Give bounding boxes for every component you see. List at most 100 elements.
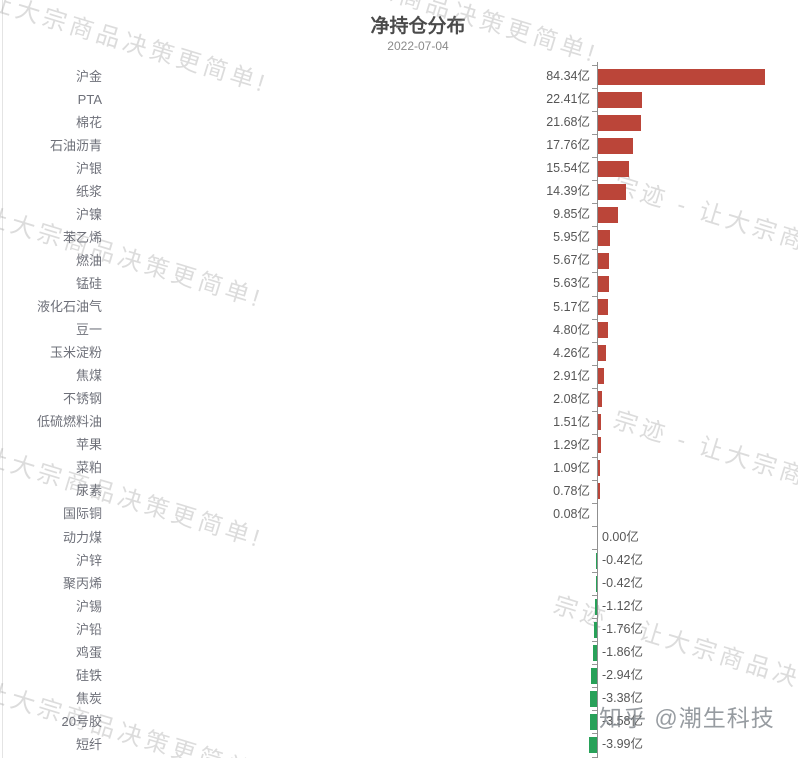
axis-tick — [592, 203, 597, 205]
category-label: 不锈钢 — [62, 391, 102, 407]
axis-tick — [592, 618, 597, 620]
chart-title: 净持仓分布 — [370, 16, 466, 37]
axis-tick — [592, 664, 597, 666]
axis-tick — [592, 526, 597, 527]
category-label: 石油沥青 — [49, 137, 102, 153]
category-label: 聚丙烯 — [62, 575, 102, 591]
axis-tick — [592, 65, 597, 66]
axis-tick — [592, 249, 597, 251]
axis-tick — [592, 88, 597, 90]
value-label: -1.86亿 — [602, 645, 643, 660]
negative-bar[interactable] — [590, 690, 597, 707]
positive-bar[interactable] — [598, 229, 610, 246]
axis-tick — [592, 549, 597, 551]
positive-bar[interactable] — [598, 137, 634, 154]
negative-bar[interactable] — [594, 598, 597, 615]
axis-tick — [592, 479, 597, 481]
positive-bar[interactable] — [598, 114, 641, 131]
value-label: 0.78亿 — [553, 483, 590, 498]
brand-watermark: 宗迹 - 让大宗商品决策更简单! — [610, 171, 798, 309]
axis-tick — [592, 295, 597, 297]
value-label: -1.12亿 — [602, 599, 643, 614]
axis-tick — [592, 318, 597, 320]
category-label: 焦炭 — [75, 690, 102, 706]
positive-bar[interactable] — [598, 275, 610, 292]
category-label: 菜粕 — [75, 460, 102, 476]
value-label: 0.00亿 — [602, 530, 639, 544]
negative-bar[interactable] — [596, 575, 597, 592]
negative-bar[interactable] — [593, 621, 597, 638]
value-label: 1.51亿 — [553, 414, 590, 429]
positive-bar[interactable] — [598, 414, 601, 431]
category-label: PTA — [77, 91, 102, 107]
positive-bar[interactable] — [598, 368, 604, 385]
value-label: -3.58亿 — [602, 714, 643, 729]
category-label: 玉米淀粉 — [49, 345, 102, 361]
brand-watermark: 宗迹 - 让大宗商品决策更简单! — [0, 0, 272, 99]
value-label: -3.38亿 — [602, 691, 643, 706]
value-label: 2.91亿 — [553, 368, 590, 383]
axis-tick — [592, 733, 597, 735]
value-label: -1.76亿 — [602, 622, 643, 637]
axis-tick — [592, 364, 597, 366]
value-label: 15.54亿 — [546, 161, 590, 176]
axis-tick — [592, 341, 597, 343]
positive-bar[interactable] — [598, 299, 609, 315]
axis-tick — [592, 272, 597, 274]
category-label: 豆一 — [75, 322, 102, 338]
positive-bar[interactable] — [598, 460, 601, 477]
negative-bar[interactable] — [596, 552, 597, 569]
category-label: 鸡蛋 — [75, 644, 102, 660]
chart-subtitle: 2022-07-04 — [387, 39, 449, 53]
axis-tick — [592, 410, 597, 412]
value-label: 5.67亿 — [553, 253, 590, 268]
positive-bar[interactable] — [598, 345, 607, 362]
category-label: 沪铅 — [75, 621, 102, 637]
category-label: 沪银 — [75, 160, 102, 176]
axis-tick — [592, 180, 597, 182]
category-label: 20号胶 — [61, 713, 102, 729]
negative-bar[interactable] — [589, 713, 597, 730]
category-label: 苯乙烯 — [62, 229, 102, 245]
category-label: 国际铜 — [62, 506, 102, 522]
category-label: 苹果 — [75, 437, 102, 453]
value-label: 84.34亿 — [546, 69, 590, 83]
category-label: 尿素 — [75, 483, 102, 499]
positive-bar[interactable] — [598, 483, 600, 500]
axis-tick — [592, 433, 597, 435]
value-label: 4.26亿 — [553, 345, 590, 360]
positive-bar[interactable] — [598, 252, 610, 269]
value-label: 1.29亿 — [553, 437, 590, 452]
positive-bar[interactable] — [598, 91, 643, 108]
category-label: 沪锌 — [75, 552, 102, 568]
value-label: 5.63亿 — [553, 276, 590, 291]
value-label: 4.80亿 — [553, 322, 590, 337]
axis-tick — [592, 641, 597, 643]
positive-bar[interactable] — [598, 68, 765, 85]
value-label: 9.85亿 — [553, 207, 590, 222]
negative-bar[interactable] — [589, 736, 597, 753]
axis-tick — [592, 756, 597, 758]
category-label: 沪锡 — [75, 598, 102, 614]
positive-bar[interactable] — [598, 206, 618, 223]
positive-bar[interactable] — [598, 391, 603, 408]
value-label: 2.08亿 — [553, 391, 590, 406]
category-label: 沪金 — [75, 68, 102, 84]
axis-tick — [592, 157, 597, 159]
category-label: 短纤 — [75, 736, 102, 752]
negative-bar[interactable] — [593, 644, 597, 661]
zero-axis-line — [597, 62, 598, 758]
negative-bar[interactable] — [591, 667, 597, 684]
positive-bar[interactable] — [598, 160, 629, 177]
value-label: 22.41亿 — [546, 92, 590, 107]
category-label: 纸浆 — [75, 183, 102, 199]
category-label: 棉花 — [75, 114, 102, 130]
positive-bar[interactable] — [598, 183, 627, 200]
value-label: 0.08亿 — [553, 506, 590, 521]
positive-bar[interactable] — [598, 437, 601, 454]
positive-bar[interactable] — [598, 322, 608, 339]
value-label: -2.94亿 — [602, 668, 643, 683]
value-label: -0.42亿 — [602, 576, 643, 591]
category-label: 锰硅 — [75, 275, 102, 291]
